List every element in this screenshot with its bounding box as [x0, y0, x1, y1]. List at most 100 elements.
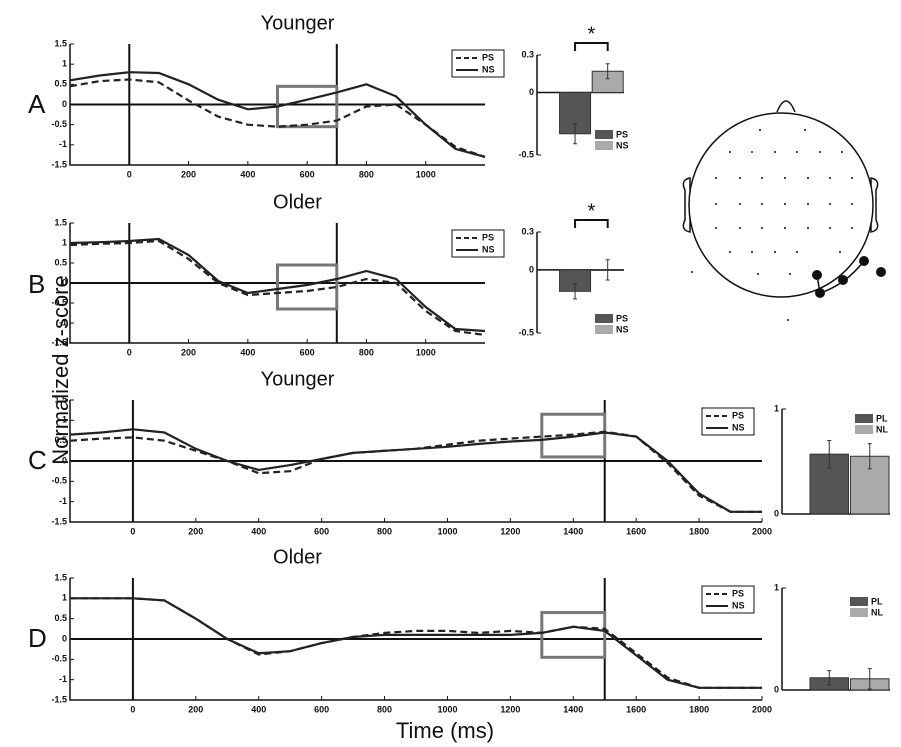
legend-label: NS	[732, 600, 745, 610]
legend-swatch	[855, 414, 873, 423]
series-line	[69, 239, 486, 337]
x-tick-label: 1400	[563, 526, 583, 536]
legend-label: PS	[616, 313, 628, 323]
y-tick-label: -1	[59, 139, 67, 149]
x-tick-label: 1400	[563, 704, 583, 714]
y-tick-label: 1.5	[54, 394, 67, 404]
head	[688, 112, 874, 298]
analysis-window	[540, 412, 607, 459]
analysis-window	[276, 84, 339, 129]
y-tick-label: 1	[774, 403, 779, 413]
y-tick-label: 1.5	[54, 38, 67, 48]
legend-label: NS	[616, 140, 629, 150]
y-tick-label: 0	[529, 87, 534, 97]
ear	[682, 177, 691, 233]
series-line	[69, 430, 762, 513]
legend-label: PL	[871, 596, 883, 606]
y-tick-label: 0.3	[521, 49, 534, 59]
legend-label: NS	[482, 244, 495, 254]
x-tick-label: 0	[127, 347, 132, 357]
y-tick-label: 1	[62, 237, 67, 247]
x-tick-label: 400	[251, 526, 266, 536]
ear	[870, 177, 879, 233]
x-tick-label: 2000	[752, 526, 772, 536]
analysis-window	[540, 611, 607, 659]
x-tick-label: 600	[300, 347, 315, 357]
x-tick-label: 200	[181, 347, 196, 357]
y-tick-label: -1.5	[51, 159, 67, 169]
y-tick-label: 0	[62, 277, 67, 287]
x-tick-label: 800	[377, 704, 392, 714]
x-axis-label: Time (ms)	[396, 718, 494, 743]
legend-box	[451, 229, 505, 258]
panel-label: C	[28, 445, 47, 475]
series-line	[70, 597, 762, 689]
y-tick-label: -1	[59, 674, 67, 684]
y-tick-label: -1.5	[51, 337, 67, 347]
y-tick-label: 0	[62, 99, 67, 109]
chart-title: Older	[273, 546, 322, 568]
series-line	[69, 428, 762, 513]
legend-label: PS	[732, 410, 744, 420]
x-tick-label: 1000	[437, 704, 457, 714]
y-tick-label: 1	[62, 415, 67, 425]
y-tick-label: 1	[774, 582, 779, 592]
x-tick-label: 1800	[689, 526, 709, 536]
x-tick-label: 1000	[416, 347, 436, 357]
error-bar	[573, 283, 578, 300]
x-tick-label: 400	[251, 704, 266, 714]
electrode-arc	[816, 260, 865, 294]
x-tick-label: 200	[181, 169, 196, 179]
y-tick-label: -1.5	[51, 694, 67, 704]
nose	[776, 100, 796, 113]
y-tick-label: 1.5	[54, 217, 67, 227]
x-tick-label: 1600	[626, 704, 646, 714]
y-axis-label: Normalized z-score	[48, 275, 73, 465]
legend-label: PS	[482, 232, 494, 242]
y-tick-label: 0.5	[54, 257, 67, 267]
legend-swatch	[595, 314, 613, 323]
error-bar	[605, 63, 610, 80]
significance-bracket	[574, 42, 609, 51]
y-tick-label: -1.5	[51, 516, 67, 526]
legend-label: PS	[732, 588, 744, 598]
legend-box	[701, 585, 755, 614]
y-tick-label: -0.5	[518, 149, 534, 159]
electrode-map	[682, 100, 886, 321]
legend-label: PS	[482, 52, 494, 62]
legend-swatch	[595, 130, 613, 139]
x-tick-label: 2000	[752, 704, 772, 714]
chart-title: Younger	[261, 368, 335, 390]
legend-label: NL	[876, 424, 888, 434]
y-tick-label: 0.5	[54, 435, 67, 445]
x-tick-label: 800	[359, 347, 374, 357]
series-line	[69, 237, 486, 333]
y-tick-label: -0.5	[518, 327, 534, 337]
legend-label: NS	[616, 324, 629, 334]
x-tick-label: 800	[377, 526, 392, 536]
x-tick-label: 1800	[689, 704, 709, 714]
x-tick-label: 0	[127, 169, 132, 179]
x-tick-label: 0	[130, 704, 135, 714]
x-tick-label: 1200	[500, 704, 520, 714]
legend-swatch	[850, 597, 868, 606]
significance-bracket	[574, 219, 609, 228]
y-tick-label: 1	[62, 593, 67, 603]
x-tick-label: 0	[130, 526, 135, 536]
analysis-window	[276, 263, 339, 311]
significance-label: *	[587, 23, 595, 45]
error-bar	[605, 259, 610, 281]
chart-title: Older	[273, 191, 322, 213]
y-tick-label: 0	[62, 633, 67, 643]
legend-swatch	[850, 608, 868, 617]
y-tick-label: 1	[62, 59, 67, 69]
legend-label: PL	[876, 413, 888, 423]
y-tick-label: -1	[59, 317, 67, 327]
x-tick-label: 400	[240, 169, 255, 179]
x-tick-label: 800	[359, 169, 374, 179]
x-tick-label: 1000	[437, 526, 457, 536]
x-tick-label: 600	[314, 526, 329, 536]
significance-label: *	[587, 200, 595, 222]
legend-label: PS	[616, 129, 628, 139]
